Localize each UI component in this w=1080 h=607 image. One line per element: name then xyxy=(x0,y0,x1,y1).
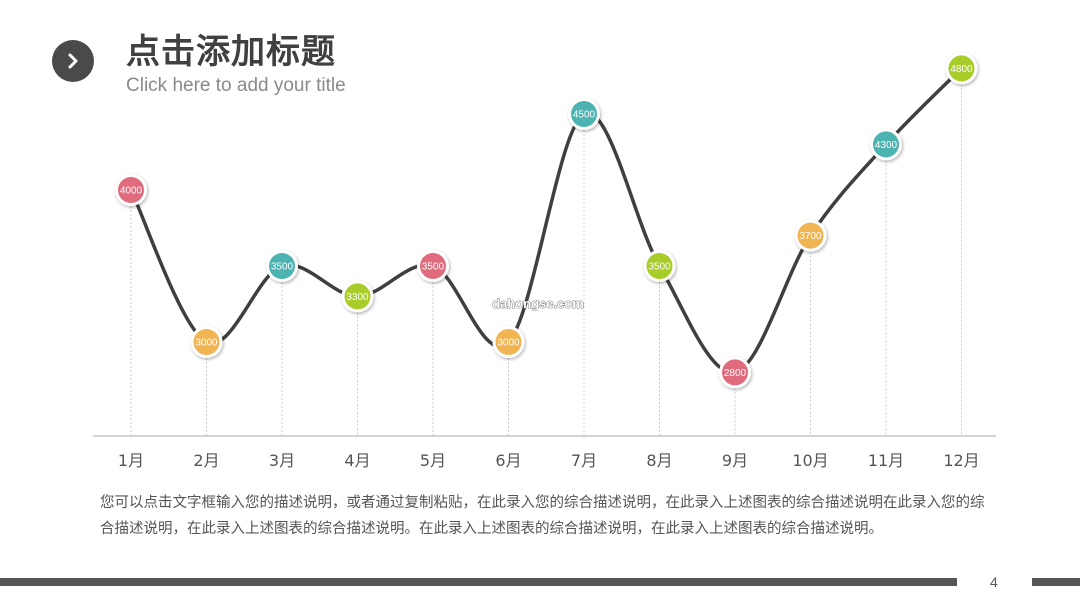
data-point-9 xyxy=(722,359,748,386)
data-label-11: 4300 xyxy=(875,140,898,151)
data-point-2 xyxy=(193,329,220,355)
x-tick-label-3: 3月 xyxy=(269,451,295,470)
data-point-4 xyxy=(344,283,371,310)
section-badge xyxy=(52,40,94,82)
x-tick-label-6: 6月 xyxy=(495,451,521,470)
data-label-6: 3000 xyxy=(497,338,520,349)
data-point-8 xyxy=(646,253,673,279)
x-tick-label-1: 1月 xyxy=(118,451,144,470)
data-label-2: 3000 xyxy=(195,338,218,349)
data-point-10 xyxy=(797,222,824,249)
data-label-1: 4000 xyxy=(120,186,143,197)
data-point-5 xyxy=(420,253,446,279)
data-label-9: 2800 xyxy=(724,368,747,379)
data-label-12: 4800 xyxy=(950,64,973,75)
page-number: 4 xyxy=(990,574,998,590)
page-subtitle: Click here to add your title xyxy=(126,75,346,96)
x-tick-label-11: 11月 xyxy=(868,451,904,470)
description-text: 您可以点击文字框输入您的描述说明，或者通过复制粘贴，在此录入您的综合描述说明，在… xyxy=(100,495,985,537)
x-tick-label-12: 12月 xyxy=(943,451,979,470)
data-point-3 xyxy=(269,253,295,279)
page-title: 点击添加标题 xyxy=(126,32,336,72)
chevron-right-icon xyxy=(68,53,78,69)
data-point-6 xyxy=(495,329,522,355)
watermark: dahongse.com xyxy=(492,296,584,311)
data-label-4: 3300 xyxy=(346,292,369,303)
footer-bar xyxy=(0,578,957,586)
footer-bar-end xyxy=(1032,578,1080,586)
x-tick-label-4: 4月 xyxy=(344,451,370,470)
x-tick-label-5: 5月 xyxy=(420,451,446,470)
data-label-5: 3500 xyxy=(422,262,445,273)
x-tick-label-7: 7月 xyxy=(571,451,597,470)
data-label-7: 4500 xyxy=(573,110,596,121)
data-label-3: 3500 xyxy=(271,262,294,273)
x-tick-label-9: 9月 xyxy=(722,451,748,470)
x-tick-label-10: 10月 xyxy=(792,451,828,470)
data-point-7 xyxy=(571,101,597,127)
x-tick-label-8: 8月 xyxy=(646,451,672,470)
data-point-1 xyxy=(118,177,144,203)
series-line xyxy=(129,66,964,375)
data-label-10: 3700 xyxy=(799,231,822,242)
x-tick-label-2: 2月 xyxy=(193,451,219,470)
data-label-8: 3500 xyxy=(648,262,671,273)
data-point-11 xyxy=(873,131,899,158)
data-point-12 xyxy=(948,55,975,82)
